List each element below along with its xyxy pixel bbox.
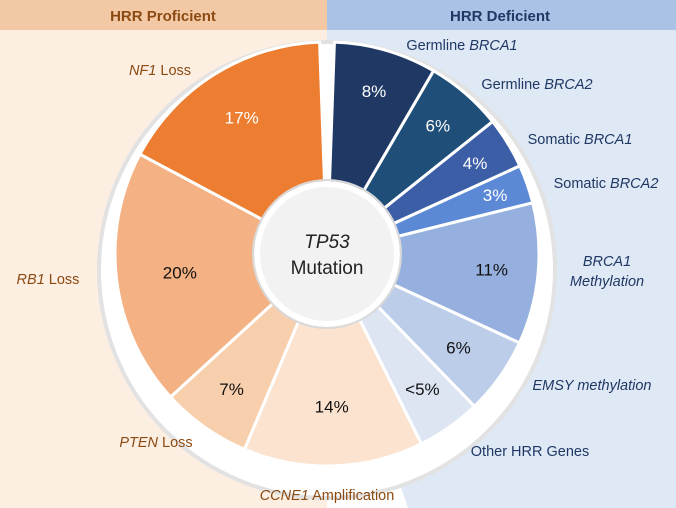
pie-category-label: CCNE1 Amplification bbox=[260, 488, 395, 504]
center-disc bbox=[254, 181, 400, 327]
hrr-proficient-header-text: HRR Proficient bbox=[110, 8, 216, 25]
pie-percent-label: 7% bbox=[219, 380, 244, 399]
pie-category-label: BRCA1 Methylation bbox=[570, 254, 644, 290]
pie-percent-label: 6% bbox=[426, 117, 451, 136]
pie-percent-label: 17% bbox=[225, 108, 259, 127]
pie-percent-label: 20% bbox=[163, 264, 197, 283]
pie-category-labels: Germline BRCA1 Germline BRCA2 Somatic BRCA… bbox=[17, 38, 659, 504]
pie-percent-labels: 8% 6% 4% 3% 11% 6% <5% 14% 7% 20% 17% bbox=[163, 82, 508, 417]
pie-slice-ccne1-amplification bbox=[242, 250, 424, 468]
pie-category-label: Other HRR Genes bbox=[471, 444, 589, 460]
pie-category-label: RB1 Loss bbox=[17, 272, 80, 288]
center-disc-border bbox=[252, 179, 402, 329]
pie-percent-label: 8% bbox=[362, 82, 387, 101]
hrr-deficient-header bbox=[327, 0, 676, 30]
pie-percent-label: 4% bbox=[463, 154, 488, 173]
pie-category-label: PTEN Loss bbox=[119, 435, 192, 451]
pie-slice-brca1methylation bbox=[322, 200, 541, 345]
pie-percent-label: 14% bbox=[315, 398, 349, 417]
center-label-line1: TP53 bbox=[304, 232, 350, 253]
pie-percent-label: <5% bbox=[405, 380, 440, 399]
pie-category-label: Somatic BRCA1 bbox=[528, 132, 633, 148]
pie-category-label: EMSY methylation bbox=[532, 378, 651, 394]
center-label-line2: Mutation bbox=[291, 258, 364, 279]
pie-category-label: Germline BRCA1 bbox=[406, 38, 517, 54]
hrr-deficient-header-text: HRR Deficient bbox=[450, 8, 550, 25]
pie-category-label: Somatic BRCA2 bbox=[554, 176, 659, 192]
pie-slice-rb1-loss bbox=[113, 152, 330, 400]
pie-percent-label: 3% bbox=[483, 186, 508, 205]
pie-category-label: NF1 Loss bbox=[129, 63, 191, 79]
pie-percent-label: 11% bbox=[475, 261, 508, 280]
hrr-proficient-header bbox=[0, 0, 327, 30]
pie-category-label: Germline BRCA2 bbox=[481, 77, 592, 93]
pie-percent-label: 6% bbox=[446, 338, 471, 357]
